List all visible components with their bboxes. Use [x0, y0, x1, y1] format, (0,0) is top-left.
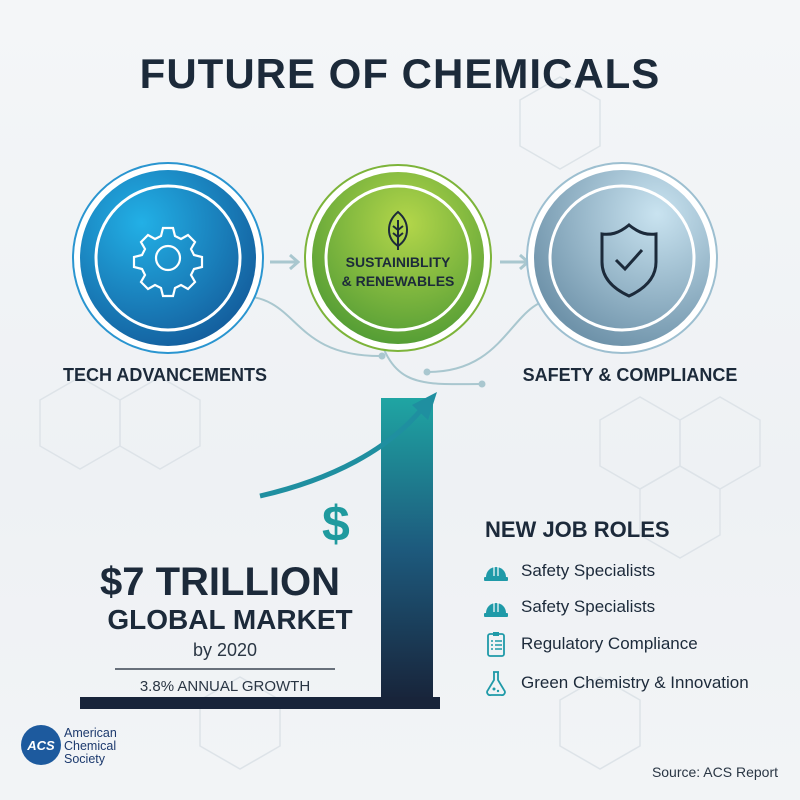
- chart-baseline: [80, 697, 440, 709]
- sustainability-label-line2: & RENEWABLES: [341, 273, 455, 289]
- role-item: Green Chemistry & Innovation: [483, 670, 749, 696]
- roles-heading: NEW JOB ROLES: [485, 517, 670, 542]
- hexagon-pattern: [39, 76, 761, 770]
- role-label: Safety Specialists: [521, 561, 656, 580]
- circle-tech: [72, 162, 264, 354]
- logo-abbr: ACS: [26, 738, 55, 753]
- growth-arrowhead: [412, 392, 437, 420]
- market-year: by 2020: [192, 640, 258, 660]
- circle-safety: [526, 162, 718, 354]
- page-title: FUTURE OF CHEMICALS: [139, 50, 661, 97]
- role-item: Safety Specialists: [483, 594, 655, 620]
- logo-line: Chemical: [64, 739, 117, 753]
- role-label: Regulatory Compliance: [521, 634, 698, 653]
- logo-line: Society: [64, 752, 105, 766]
- logo-line: American: [64, 726, 117, 740]
- safety-compliance-label: SAFETY & COMPLIANCE: [522, 365, 738, 385]
- acs-logo-text: American Chemical Society: [64, 727, 117, 766]
- clipboard-icon: [487, 632, 505, 657]
- gear-icon: [132, 226, 204, 298]
- market-subtitle: GLOBAL MARKET: [107, 604, 353, 635]
- growth-arrow: [259, 403, 427, 499]
- market-value: $7 TRILLION: [99, 560, 341, 604]
- role-label: Safety Specialists: [521, 597, 656, 616]
- role-label: Green Chemistry & Innovation: [521, 673, 749, 692]
- sustainability-label: SUSTAINIBLITY & RENEWABLES: [318, 253, 478, 291]
- growth-bar: [381, 398, 433, 700]
- role-item: Safety Specialists: [483, 558, 655, 584]
- circle-sustainability: [304, 164, 492, 352]
- acs-logo: ACS: [21, 725, 61, 765]
- connector-dots: [378, 352, 486, 388]
- source-note: Source: ACS Report: [651, 764, 778, 780]
- role-item: Regulatory Compliance: [483, 631, 698, 657]
- market-growth: 3.8% ANNUAL GROWTH: [139, 678, 311, 695]
- hard-hat-icon: [484, 602, 508, 617]
- shield-check-icon: [600, 223, 658, 298]
- flask-icon: [486, 671, 506, 696]
- leaf-icon: [388, 210, 408, 250]
- dollar-symbol: $: [322, 496, 350, 552]
- hard-hat-icon: [484, 566, 508, 581]
- tech-advancements-label: TECH ADVANCEMENTS: [62, 365, 267, 385]
- sustainability-label-line1: SUSTAINIBLITY: [345, 254, 451, 270]
